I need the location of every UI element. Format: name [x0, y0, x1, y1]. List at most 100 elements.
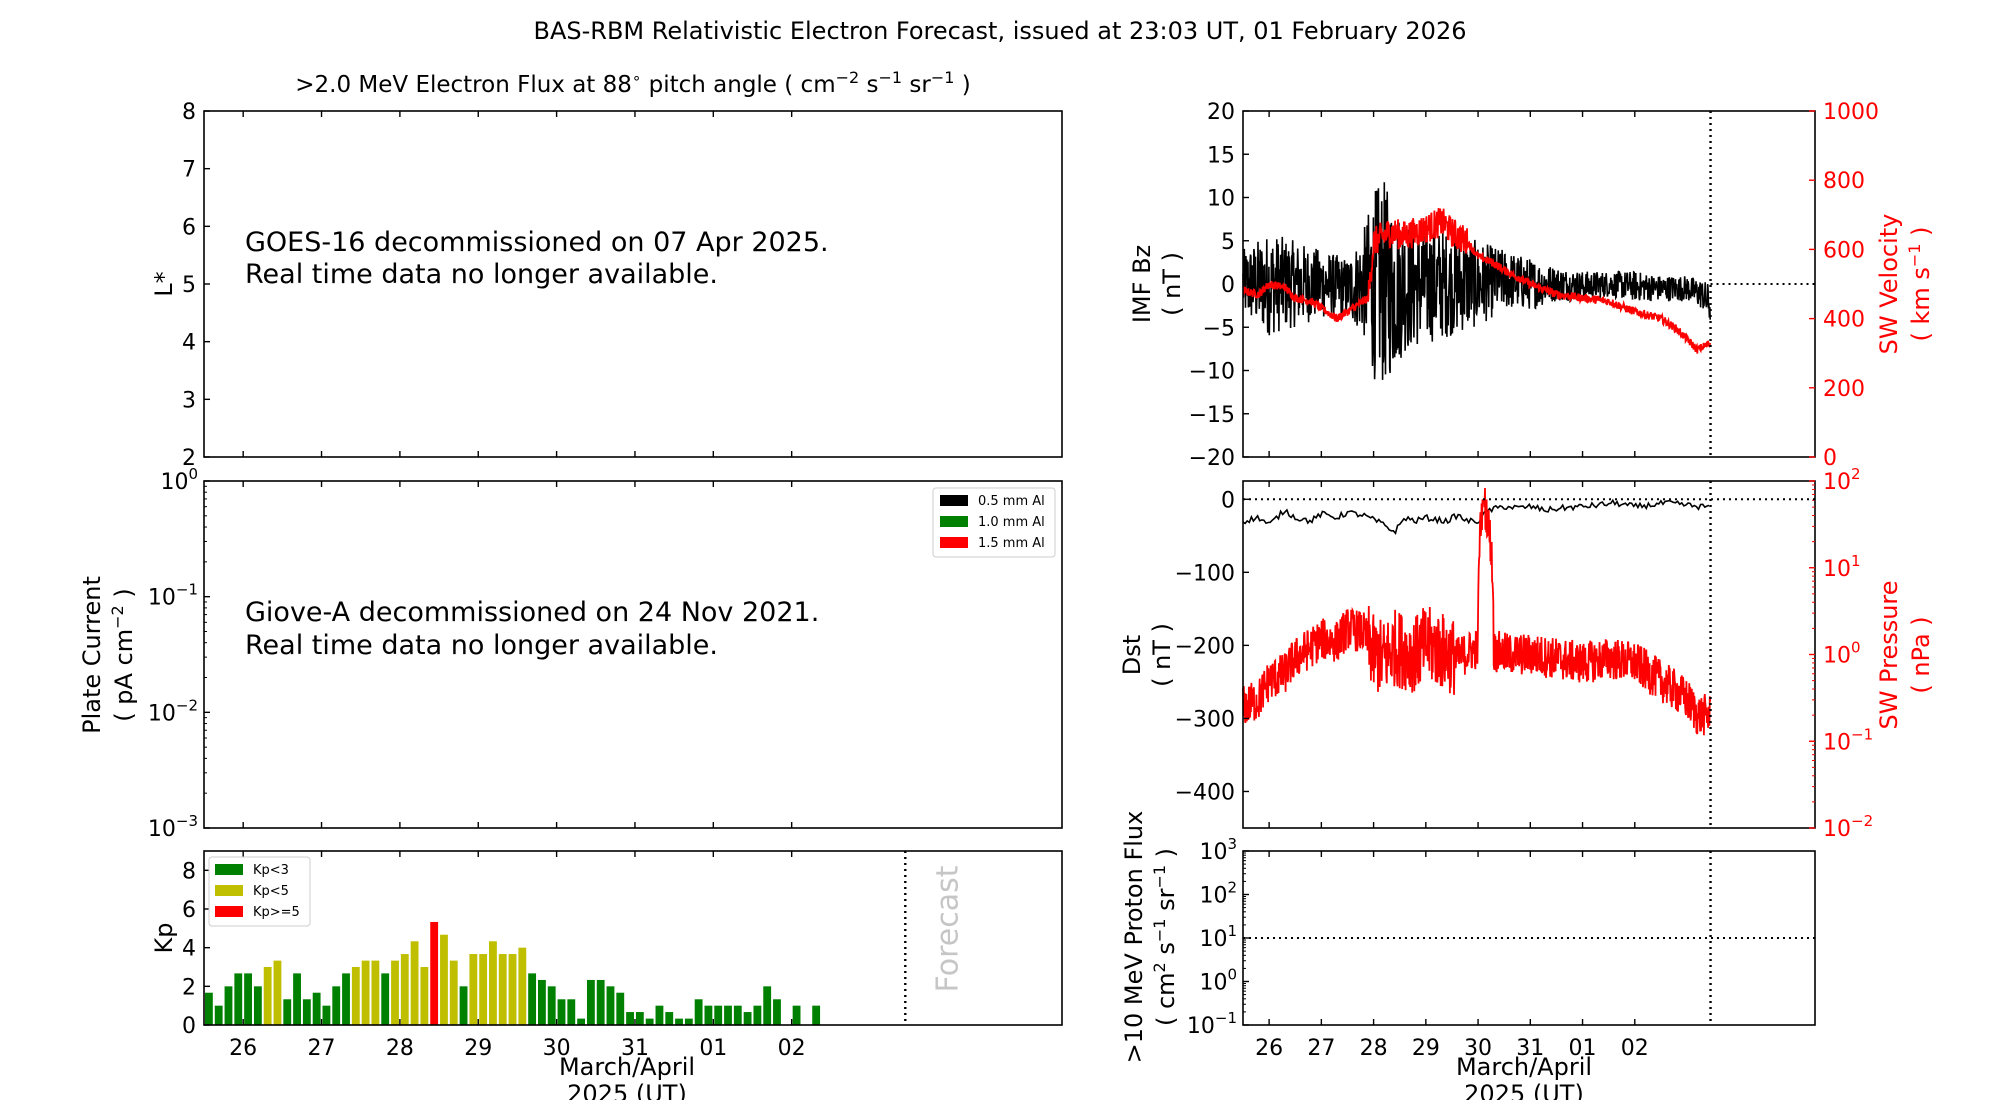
plate-current-ytick-label-0: 100	[160, 465, 198, 495]
proton-flux-ytick-label-0: 100	[1199, 966, 1237, 996]
kp-bar	[469, 954, 478, 1025]
dst-ylabel: Dst	[1118, 635, 1146, 675]
imf-bz-ytick-label-−5: −5	[1203, 316, 1235, 341]
kp-ytick-label-6: 6	[182, 898, 196, 923]
kp-bar	[479, 954, 488, 1025]
imf-bz-ytick-label-15: 15	[1207, 143, 1235, 168]
kp-bar	[694, 999, 703, 1025]
imf-bz-ylabel: IMF Bz	[1128, 245, 1156, 323]
kp-bar	[283, 999, 292, 1025]
kp-bar	[498, 954, 507, 1025]
electron-flux-ytick-label-7: 7	[182, 158, 196, 183]
kp-bar	[322, 1005, 331, 1025]
proton-flux-ytick-label-2: 102	[1199, 879, 1237, 909]
legend-swatch-1-5mm	[940, 537, 968, 548]
plate-current-ytick-label-−3: 10−3	[148, 812, 198, 842]
kp-legend-label-red: Kp>=5	[253, 905, 300, 920]
kp-xtick-label-27: 27	[308, 1036, 336, 1061]
kp-bar	[361, 960, 370, 1025]
kp-bar	[204, 992, 213, 1025]
kp-bar	[400, 954, 409, 1025]
kp-legend-label-olive: Kp<5	[253, 884, 289, 899]
kp-xtick-label-02: 02	[778, 1036, 806, 1061]
kp-bar	[626, 1012, 634, 1025]
proton-flux-xtick-label-27: 27	[1307, 1036, 1335, 1061]
kp-bar	[645, 1018, 654, 1025]
kp-forecast-label: Forecast	[930, 865, 965, 992]
kp-ytick-label-4: 4	[182, 937, 196, 962]
left-xlabel-line1: March/April	[559, 1053, 695, 1081]
kp-bar	[704, 1005, 713, 1025]
sw-velocity-ylabel-units: ( km s−1 )	[1905, 227, 1935, 342]
imf-bz-ytick-label-20: 20	[1207, 100, 1235, 125]
kp-bar	[528, 973, 537, 1025]
legend-swatch-0-5mm	[940, 495, 968, 506]
proton-flux-ylabel: >10 MeV Proton Flux	[1120, 811, 1148, 1064]
sw-pressure-ytick-label-1: 101	[1823, 552, 1861, 582]
sw-velocity-ytick-label-600: 600	[1823, 238, 1865, 263]
electron-flux-message-2: Real time data no longer available.	[245, 259, 718, 290]
electron-flux-title: >2.0 MeV Electron Flux at 88∘ pitch angl…	[295, 68, 970, 98]
kp-bar	[430, 921, 439, 1025]
kp-bar	[293, 973, 301, 1025]
kp-bar	[773, 999, 781, 1025]
proton-flux-xtick-label-01: 01	[1569, 1036, 1597, 1061]
kp-xtick-label-29: 29	[464, 1036, 492, 1061]
electron-flux-ytick-label-3: 3	[182, 388, 196, 413]
proton-flux-xtick-label-31: 31	[1516, 1036, 1544, 1061]
electron-flux-ylabel: L*	[150, 271, 178, 296]
electron-flux-ytick-label-8: 8	[182, 100, 196, 125]
kp-frame	[203, 850, 1063, 1026]
plate-current-message-2: Real time data no longer available.	[245, 630, 718, 661]
kp-bar	[586, 979, 595, 1025]
kp-bar	[253, 986, 262, 1025]
imf-bz-ytick-label-−15: −15	[1189, 403, 1235, 428]
kp-legend-swatch-green	[215, 864, 243, 875]
kp-bar	[214, 1005, 223, 1025]
kp-bar	[342, 973, 350, 1025]
dst-ytick-label-−300: −300	[1175, 707, 1235, 732]
dst-ytick-label-−100: −100	[1175, 561, 1235, 586]
kp-bar	[420, 967, 429, 1025]
kp-bar	[763, 986, 772, 1025]
figure-title: BAS-RBM Relativistic Electron Forecast, …	[534, 17, 1467, 45]
electron-flux-ytick-label-6: 6	[182, 215, 196, 240]
electron-flux-message-1: GOES-16 decommissioned on 07 Apr 2025.	[245, 227, 829, 258]
dst-ytick-label-−200: −200	[1175, 634, 1235, 659]
dst-ytick-label-0: 0	[1221, 488, 1235, 513]
kp-bar	[508, 954, 517, 1025]
kp-bar	[792, 1005, 801, 1025]
kp-bar	[332, 986, 341, 1025]
right-xlabel-line1: March/April	[1456, 1053, 1592, 1081]
plate-current-ylabel: Plate Current	[78, 576, 106, 734]
kp-legend: Kp<3 Kp<5 Kp>=5	[208, 856, 311, 927]
plate-current-ylabel-units: ( pA cm−2 )	[108, 588, 138, 721]
kp-bar	[606, 986, 615, 1025]
kp-bar	[616, 992, 625, 1025]
kp-bar	[244, 973, 252, 1025]
kp-ytick-label-8: 8	[182, 859, 196, 884]
sw-pressure-ytick-label-2: 102	[1823, 465, 1861, 495]
kp-ylabel: Kp	[150, 923, 178, 954]
electron-flux-ytick-label-5: 5	[182, 273, 196, 298]
kp-bar	[263, 967, 272, 1025]
kp-bar	[312, 992, 321, 1025]
kp-bar	[224, 986, 233, 1025]
right-xlabel-line2: 2025 (UT)	[1464, 1080, 1584, 1100]
kp-bar	[675, 1018, 683, 1025]
kp-bar	[371, 960, 380, 1025]
proton-flux-xtick-label-29: 29	[1412, 1036, 1440, 1061]
electron-flux-ytick-label-2: 2	[182, 446, 196, 471]
plate-current-frame	[203, 480, 1063, 829]
plate-current-panel: 100 10−1 10−2 10−3 Plate Current ( pA cm−2 …	[78, 465, 1063, 842]
plate-current-ytick-label-−1: 10−1	[148, 581, 198, 611]
kp-bar	[381, 973, 390, 1025]
imf-bz-line	[1242, 182, 1711, 380]
electron-flux-ytick-label-4: 4	[182, 331, 196, 356]
dst-ytick-label-−400: −400	[1175, 780, 1235, 805]
plate-current-legend: 0.5 mm Al 1.0 mm Al 1.5 mm Al	[932, 487, 1056, 558]
kp-bar	[753, 1005, 762, 1025]
